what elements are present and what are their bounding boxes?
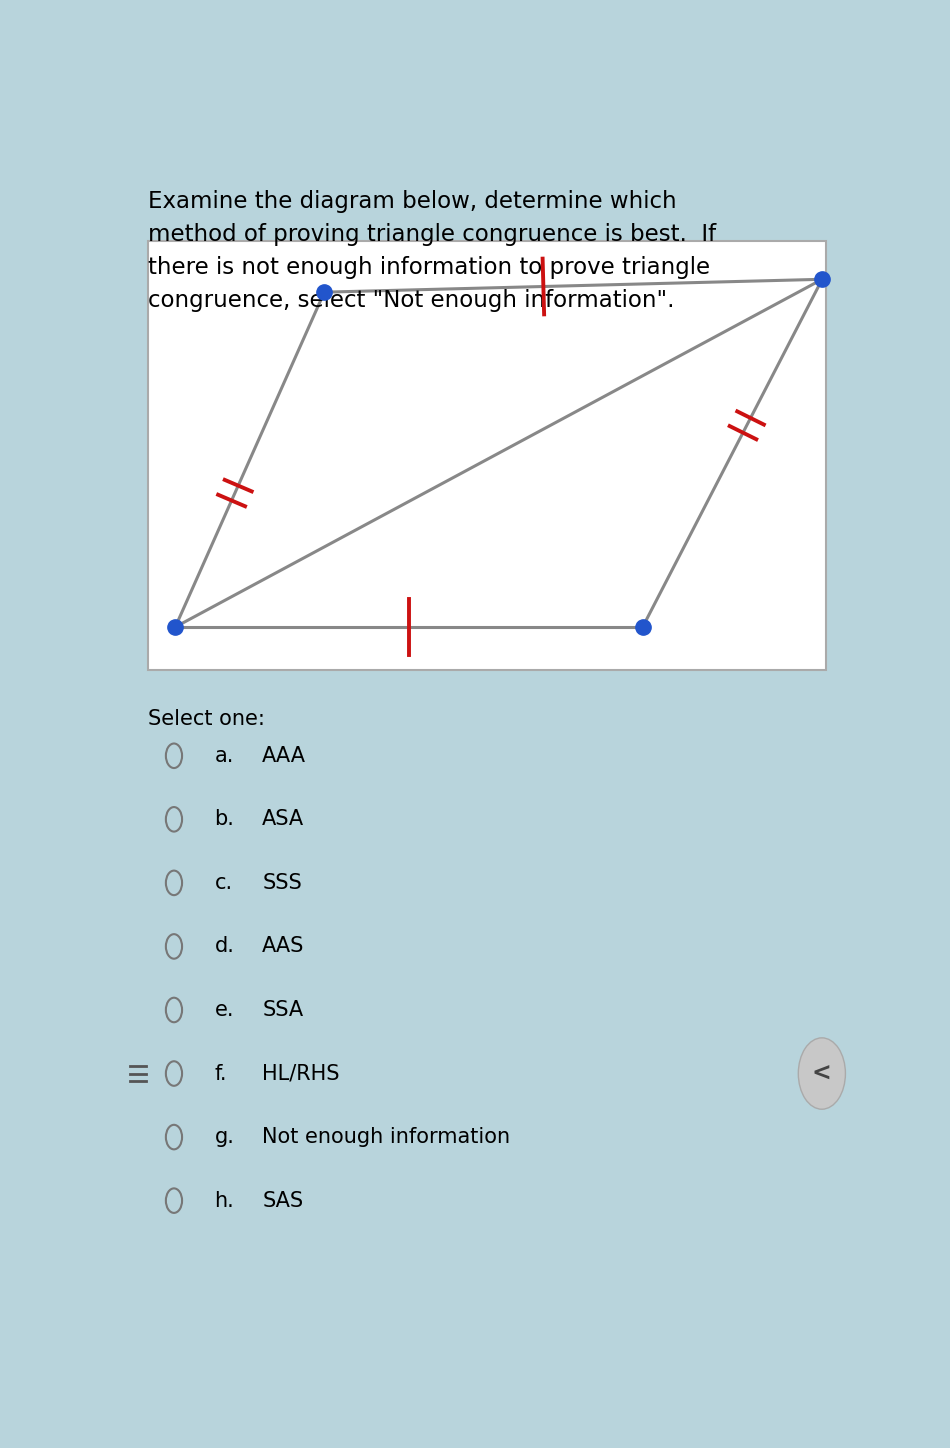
Text: Not enough information: Not enough information: [262, 1127, 510, 1147]
Circle shape: [166, 1061, 182, 1086]
Circle shape: [166, 1189, 182, 1213]
Text: HL/RHS: HL/RHS: [262, 1063, 340, 1083]
Circle shape: [166, 743, 182, 767]
Circle shape: [166, 1125, 182, 1150]
FancyBboxPatch shape: [148, 240, 826, 670]
Text: g.: g.: [215, 1127, 235, 1147]
Text: Examine the diagram below, determine which
method of proving triangle congruence: Examine the diagram below, determine whi…: [148, 191, 716, 313]
Text: Select one:: Select one:: [148, 710, 265, 728]
Text: c.: c.: [215, 873, 233, 893]
Text: AAS: AAS: [262, 937, 305, 957]
Circle shape: [166, 807, 182, 831]
Text: <: <: [812, 1061, 832, 1086]
Text: a.: a.: [215, 746, 234, 766]
Text: e.: e.: [215, 1001, 234, 1019]
Text: d.: d.: [215, 937, 235, 957]
Circle shape: [166, 934, 182, 959]
Circle shape: [166, 870, 182, 895]
Text: f.: f.: [215, 1063, 227, 1083]
Text: AAA: AAA: [262, 746, 306, 766]
Text: SSS: SSS: [262, 873, 302, 893]
Text: b.: b.: [215, 809, 235, 830]
Circle shape: [798, 1038, 846, 1109]
Text: SAS: SAS: [262, 1190, 303, 1211]
Circle shape: [166, 998, 182, 1022]
Text: SSA: SSA: [262, 1001, 303, 1019]
Text: h.: h.: [215, 1190, 235, 1211]
Text: ASA: ASA: [262, 809, 304, 830]
